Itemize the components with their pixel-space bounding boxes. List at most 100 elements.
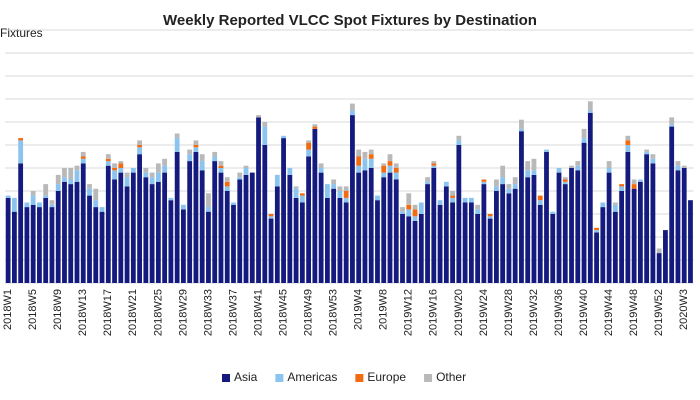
x-tick-label: 2018W37 [227, 289, 239, 336]
bar-segment [631, 188, 637, 283]
bar-segment [600, 202, 606, 208]
bar-segment [206, 207, 211, 212]
bar-segment [62, 168, 67, 178]
bar-segment [531, 174, 537, 283]
bar-segment [356, 172, 362, 283]
bar-segment [299, 193, 305, 196]
bar-segment [237, 179, 243, 283]
bar-segment [387, 154, 393, 162]
bar-segment [218, 165, 224, 168]
bar-segment [331, 184, 337, 189]
bar-segment [531, 170, 537, 175]
bar-segment [212, 151, 218, 157]
bar-segment [587, 112, 593, 283]
x-tick-label: 2019W20 [453, 289, 465, 336]
bar-segment [575, 161, 581, 166]
x-tick-label: 2018W13 [77, 289, 89, 336]
x-tick-label: 2019W48 [628, 289, 640, 336]
bar-segment [406, 193, 412, 205]
bar-segment [431, 168, 437, 283]
bar-segment [318, 168, 324, 173]
bar-segment [199, 161, 205, 171]
bar-segment [62, 181, 67, 283]
bar-segment [587, 101, 593, 111]
legend-swatch [424, 374, 433, 382]
legend-label: Other [436, 370, 466, 384]
bar-segment [55, 184, 61, 191]
bar-segment [149, 184, 155, 283]
bar-segment [450, 202, 455, 283]
bar-segment [519, 128, 524, 132]
bar-segment [306, 140, 312, 143]
bar-segment [187, 149, 193, 155]
bar-segment [393, 163, 399, 168]
x-tick-label: 2019W16 [428, 289, 440, 336]
bar-segment [306, 149, 312, 157]
bar-segment [381, 165, 387, 173]
bar-segment [575, 165, 581, 171]
bar-segment [112, 170, 117, 180]
bar-segment [362, 170, 368, 283]
bar-segment [525, 177, 531, 283]
bar-segment [80, 151, 86, 157]
bar-segment [49, 204, 55, 208]
bar-segment [681, 168, 687, 283]
bar-segment [218, 172, 224, 283]
x-tick-label: 2018W1 [2, 289, 14, 330]
bar-segment [500, 165, 506, 178]
bar-segment [68, 168, 74, 180]
bar-segment [406, 209, 412, 217]
bar-segment [231, 202, 236, 205]
bar-segment [174, 138, 180, 152]
bar-segment [531, 158, 537, 171]
bar-segment [130, 172, 136, 283]
bar-segment [262, 126, 268, 145]
y-axis-title: Fixtures [0, 26, 43, 40]
bar-segment [544, 151, 549, 283]
bar-segment [612, 202, 618, 205]
x-tick-label: 2020W3 [678, 289, 690, 330]
bar-segment [218, 168, 224, 173]
x-tick-label: 2018W49 [303, 289, 315, 336]
bar-segment [80, 156, 86, 159]
bar-segment [612, 211, 618, 283]
bar-segment [55, 174, 61, 185]
bar-segment [331, 179, 337, 185]
legend-label: Americas [287, 370, 337, 384]
bar-segment [356, 156, 362, 166]
x-tick-label: 2019W36 [553, 289, 565, 336]
bar-segment [337, 191, 343, 198]
bar-segment [193, 147, 199, 152]
bar-segment [418, 202, 424, 214]
bar-segment [406, 204, 412, 210]
bar-segment [400, 207, 405, 212]
x-tick-label: 2019W44 [603, 289, 615, 336]
bar-segment [49, 200, 55, 205]
bar-segment [324, 184, 330, 198]
bar-segment [481, 181, 487, 185]
bar-segment [650, 158, 656, 164]
bar-segment [105, 158, 111, 162]
bar-segment [550, 214, 556, 283]
bar-segment [481, 179, 487, 182]
bar-segment [268, 214, 274, 217]
bar-segment [612, 204, 618, 212]
bar-segment [506, 193, 512, 283]
bar-segment [437, 204, 443, 283]
bar-segment [268, 216, 274, 219]
bar-segment [162, 172, 168, 283]
x-tick-label: 2018W45 [277, 289, 289, 336]
bar-segment [606, 161, 612, 168]
bar-segment [569, 165, 574, 168]
bar-segment [644, 151, 650, 155]
bar-segment [224, 181, 230, 187]
bar-segment [625, 151, 631, 283]
bar-segment [537, 200, 543, 205]
bar-segment [193, 140, 199, 145]
bar-segment [619, 191, 625, 283]
bar-segment [550, 211, 556, 214]
bar-segment [206, 193, 211, 208]
bar-segment [412, 204, 418, 210]
bar-segment [606, 168, 612, 173]
